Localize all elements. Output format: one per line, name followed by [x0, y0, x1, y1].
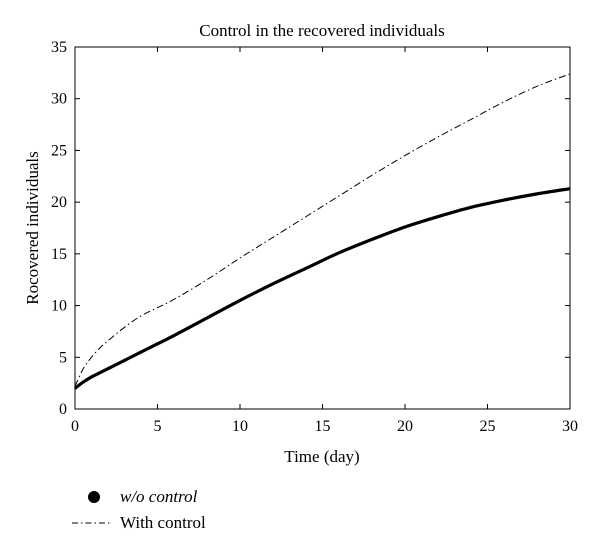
- x-tick-label: 5: [154, 418, 162, 435]
- plot-frame: [74, 46, 571, 410]
- y-tick-label: 10: [51, 298, 67, 315]
- legend-item-with-control: With control: [72, 510, 206, 536]
- dash-dot-line-icon: [72, 522, 112, 524]
- chart-title: Control in the recovered individuals: [199, 21, 445, 40]
- legend: w/o control With control: [72, 484, 206, 536]
- x-tick-label: 20: [397, 418, 413, 435]
- legend-label-with-control: With control: [120, 513, 206, 532]
- legend-label-without-control: w/o control: [120, 487, 198, 506]
- y-tick-label: 15: [51, 246, 67, 263]
- line-chart: Control in the recovered individuals 0 5 1…: [23, 21, 578, 466]
- y-tick-label: 25: [51, 142, 67, 159]
- series-line-without-control: [74, 187, 571, 390]
- x-tick-label: 0: [71, 418, 79, 435]
- axis-ticks: 0 5 10 15 20 25 30 0 5 10 15 20 25 30 35: [51, 39, 578, 435]
- x-tick-label: 30: [562, 418, 578, 435]
- series-line-with-control: [74, 73, 571, 387]
- y-tick-label: 0: [59, 401, 67, 418]
- y-tick-label: 5: [59, 349, 67, 366]
- x-tick-label: 15: [315, 418, 331, 435]
- y-tick-label: 35: [51, 39, 67, 56]
- legend-item-without-control: w/o control: [72, 484, 206, 510]
- x-tick-label: 25: [480, 418, 496, 435]
- legend-marker-dashdot: [72, 513, 112, 533]
- legend-dot-icon: [88, 491, 100, 503]
- legend-marker-solid: [72, 487, 112, 507]
- x-tick-label: 10: [232, 418, 248, 435]
- y-tick-label: 30: [51, 91, 67, 108]
- series-layer: [74, 73, 571, 390]
- y-tick-label: 20: [51, 194, 67, 211]
- y-axis-title: Rocovered individuals: [23, 151, 42, 304]
- x-axis-title: Time (day): [284, 447, 359, 466]
